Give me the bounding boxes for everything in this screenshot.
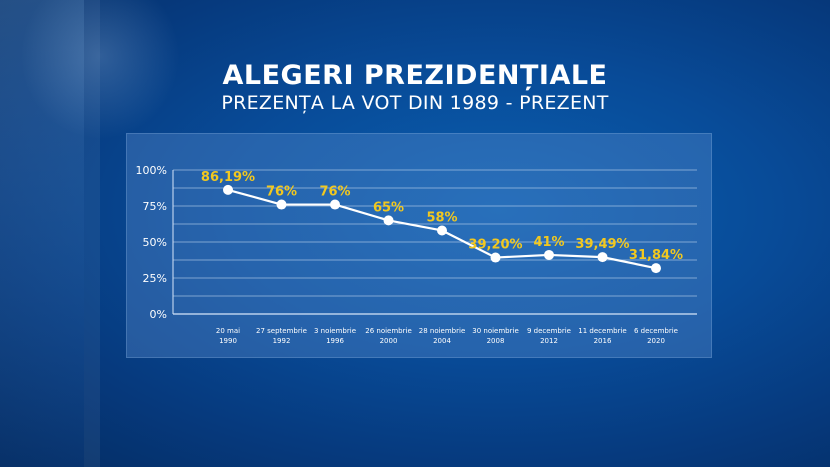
- y-tick-label: 25%: [143, 272, 167, 285]
- data-point: [490, 252, 501, 263]
- data-point: [330, 199, 340, 210]
- turnout-line-chart: 100% 75% 50% 25% 0% 20 mai 1990 27 septembrie 19…: [136, 164, 697, 345]
- data-point: [223, 184, 233, 195]
- y-tick-label: 0%: [150, 308, 167, 321]
- x-tick-label: 28 noiembrie 2004: [419, 327, 466, 345]
- data-label: 39,20%: [468, 238, 522, 253]
- data-label: 86,19%: [201, 170, 255, 185]
- chart-panel: 100% 75% 50% 25% 0% 20 mai 1990 27 septembrie 19…: [126, 133, 712, 358]
- data-label: 31,84%: [629, 248, 683, 263]
- x-tick-label: 9 decembrie 2012: [527, 327, 571, 345]
- data-point: [597, 252, 608, 263]
- data-label: 58%: [426, 210, 457, 225]
- data-label: 76%: [266, 185, 297, 200]
- background-photo-strip: [0, 0, 84, 467]
- data-label: 41%: [533, 235, 564, 250]
- data-point: [383, 215, 394, 226]
- background-light-bar: [84, 0, 100, 467]
- y-tick-label: 50%: [143, 236, 167, 249]
- data-point: [651, 263, 661, 274]
- x-tick-label: 26 noiembrie 2000: [365, 327, 412, 345]
- y-tick-label: 100%: [136, 164, 167, 177]
- data-point: [544, 249, 554, 260]
- x-tick-label: 30 noiembrie 2008: [472, 327, 519, 345]
- x-tick-label: 11 decembrie 2016: [578, 327, 626, 345]
- x-tick-label: 6 decembrie 2020: [634, 327, 678, 345]
- data-label: 65%: [373, 200, 404, 215]
- data-point: [437, 225, 447, 236]
- data-point: [276, 199, 287, 210]
- page-title: ALEGERI PREZIDENȚIALE: [222, 60, 608, 91]
- data-label: 39,49%: [575, 237, 629, 252]
- background-glow: [20, 0, 180, 140]
- page-subtitle: PREZENȚA LA VOT DIN 1989 - PREZENT: [221, 92, 609, 114]
- x-tick-label: 27 septembrie 1992: [256, 327, 307, 345]
- data-label: 76%: [319, 185, 350, 200]
- x-tick-label: 20 mai 1990: [216, 327, 240, 345]
- x-tick-label: 3 noiembrie 1996: [314, 327, 356, 345]
- y-tick-label: 75%: [143, 200, 167, 213]
